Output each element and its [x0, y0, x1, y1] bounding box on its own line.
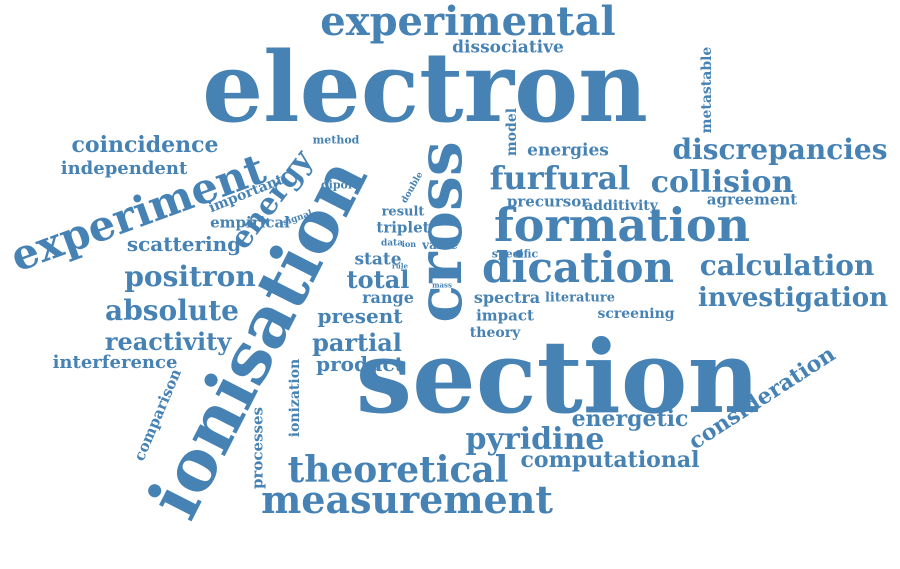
word-calculation: calculation [699, 249, 875, 282]
word-independent: independent [60, 158, 188, 179]
word-state: state [354, 249, 402, 270]
word-experimental: experimental [320, 0, 616, 45]
word-literature: literature [544, 290, 616, 306]
word-triplet: triplet [376, 218, 430, 237]
word-metastable: metastable [699, 46, 715, 134]
word-measurement: measurement [261, 477, 553, 522]
word-dication: dication [481, 243, 675, 292]
word-partial: partial [312, 328, 402, 357]
word-positron: positron [124, 260, 256, 293]
word-mass: mass [432, 280, 452, 290]
word-screening: screening [597, 306, 675, 322]
word-total: total [346, 265, 410, 294]
word-energies: energies [527, 140, 609, 161]
word-agreement: agreement [706, 190, 798, 209]
word-theoretical: theoretical [287, 449, 509, 491]
word-formation: formation [493, 198, 751, 252]
word-additivity: additivity [584, 198, 658, 214]
word-coincidence: coincidence [71, 132, 219, 158]
word-investigation: investigation [697, 283, 889, 313]
word-method: method [312, 133, 360, 147]
word-interference: interference [52, 352, 178, 373]
word-empirical: empirical [210, 213, 290, 232]
word-precursor: precursor [506, 192, 590, 211]
word-present: present [317, 304, 403, 328]
word-dipole: dipole [320, 178, 360, 192]
word-processes: processes [248, 407, 267, 489]
word-ionization: ionization [287, 358, 303, 438]
word-ion: ion [401, 239, 417, 249]
word-result: result [381, 204, 425, 220]
word-electron: electron [202, 31, 648, 144]
word-rule: rule [392, 261, 408, 271]
word-scattering: scattering [126, 232, 242, 256]
word-spectra: spectra [473, 288, 541, 307]
word-range: range [362, 288, 414, 307]
word-section: section [355, 318, 761, 436]
word-pyridine: pyridine [465, 422, 605, 457]
word-dissociative: dissociative [452, 37, 564, 58]
word-value: value [422, 238, 458, 252]
word-impact: impact [476, 306, 534, 325]
word-theory: theory [469, 325, 521, 341]
word-collision: collision [650, 165, 794, 200]
word-energetic: energetic [571, 406, 689, 432]
word-specific: specific [491, 247, 539, 261]
word-furfural: furfural [489, 159, 631, 197]
word-absolute: absolute [105, 294, 239, 327]
word-computational: computational [520, 447, 700, 473]
word-product: product [316, 352, 404, 376]
word-data: data [380, 238, 404, 249]
word-discrepancies: discrepancies [672, 133, 888, 166]
word-reactivity: reactivity [104, 327, 232, 356]
word-model: model [504, 107, 520, 157]
